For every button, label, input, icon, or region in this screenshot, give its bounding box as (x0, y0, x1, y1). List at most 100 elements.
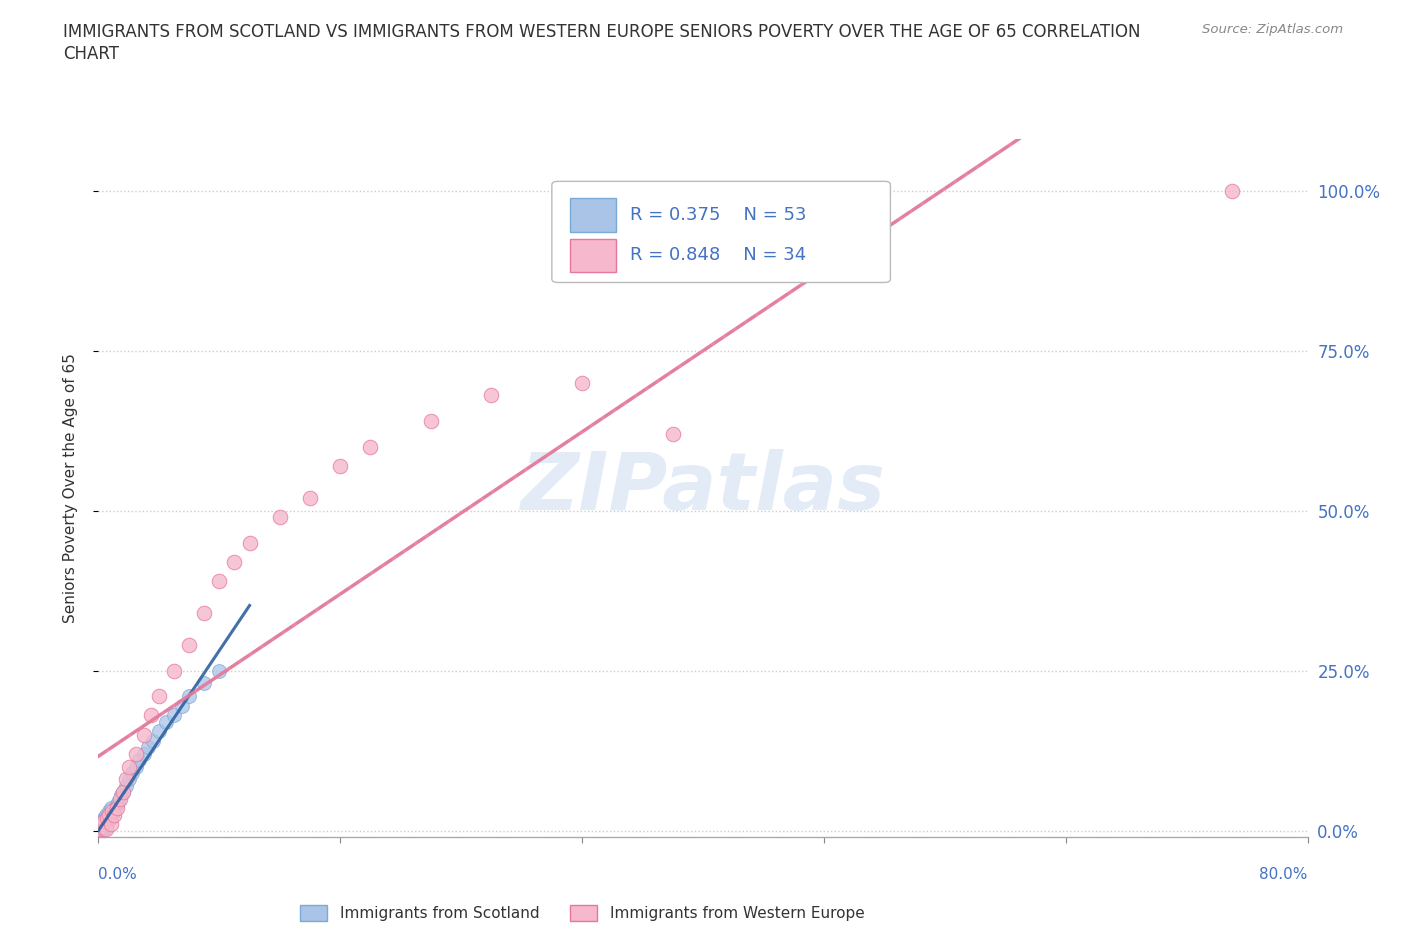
Point (93, 810, 115, 825)
Point (93, 817, 115, 831)
Point (128, 752, 150, 767)
Point (148, 724, 170, 738)
Point (329, 458, 352, 473)
Point (107, 794, 129, 809)
Point (163, 708, 186, 723)
Point (89, 820, 111, 835)
Point (94, 807, 117, 822)
Point (110, 788, 132, 803)
Point (360, 439, 382, 454)
Point (91, 821, 114, 836)
FancyBboxPatch shape (569, 238, 616, 272)
Point (93, 814, 115, 829)
Point (1220, 183, 1243, 198)
FancyBboxPatch shape (569, 198, 616, 232)
Point (193, 676, 215, 691)
Point (89, 822, 111, 837)
Point (94, 814, 117, 829)
Point (108, 791, 131, 806)
Point (89, 822, 111, 837)
Point (90, 823, 112, 838)
Point (101, 804, 124, 818)
Point (170, 698, 193, 713)
Point (89, 821, 111, 836)
Point (114, 778, 136, 793)
Point (90, 820, 112, 835)
Point (93, 821, 115, 836)
Point (132, 727, 155, 742)
Point (141, 708, 163, 723)
Point (104, 801, 127, 816)
Point (89, 817, 111, 831)
Point (89, 823, 111, 838)
Point (94, 821, 117, 836)
Point (114, 772, 136, 787)
Point (142, 734, 165, 749)
Point (269, 510, 291, 525)
Point (96, 810, 118, 825)
Legend: Immigrants from Scotland, Immigrants from Western Europe: Immigrants from Scotland, Immigrants fro… (294, 898, 870, 927)
Text: Source: ZipAtlas.com: Source: ZipAtlas.com (1202, 23, 1343, 36)
Point (98, 812, 121, 827)
Y-axis label: Seniors Poverty Over the Age of 65: Seniors Poverty Over the Age of 65 (63, 353, 77, 623)
Point (100, 817, 122, 831)
Point (91, 819, 114, 834)
Point (100, 801, 122, 816)
Point (148, 689, 170, 704)
Point (125, 759, 148, 774)
Text: R = 0.375    N = 53: R = 0.375 N = 53 (630, 206, 807, 224)
Point (91, 814, 114, 829)
Point (239, 535, 262, 550)
Point (89, 821, 111, 836)
Point (571, 375, 593, 390)
Point (98, 804, 121, 818)
Point (90, 816, 112, 830)
Point (105, 798, 128, 813)
Point (98, 807, 121, 822)
Point (105, 801, 128, 816)
Point (155, 714, 177, 729)
Point (118, 772, 141, 787)
Point (179, 689, 201, 704)
Point (91, 822, 114, 837)
Point (208, 574, 231, 589)
Point (420, 414, 443, 429)
Point (90, 822, 112, 837)
Text: R = 0.848    N = 34: R = 0.848 N = 34 (630, 246, 807, 264)
Point (100, 810, 122, 825)
Point (481, 388, 503, 403)
Point (163, 663, 186, 678)
Point (299, 490, 322, 505)
Point (662, 427, 685, 442)
FancyBboxPatch shape (553, 181, 890, 283)
Point (103, 807, 125, 822)
Text: CHART: CHART (63, 45, 120, 62)
Text: 0.0%: 0.0% (98, 867, 138, 882)
Text: IMMIGRANTS FROM SCOTLAND VS IMMIGRANTS FROM WESTERN EUROPE SENIORS POVERTY OVER : IMMIGRANTS FROM SCOTLAND VS IMMIGRANTS F… (63, 23, 1140, 41)
Point (132, 747, 155, 762)
Point (90, 818, 112, 833)
Point (96, 817, 118, 831)
Point (118, 759, 141, 774)
Point (136, 740, 159, 755)
Point (90, 822, 112, 837)
Text: 80.0%: 80.0% (1260, 867, 1308, 882)
Point (91, 817, 114, 831)
Point (121, 765, 143, 780)
Point (101, 807, 124, 822)
Point (89, 820, 111, 835)
Point (103, 804, 125, 818)
Point (193, 605, 215, 620)
Point (89, 823, 111, 838)
Point (179, 638, 201, 653)
Point (96, 810, 118, 825)
Point (111, 785, 134, 800)
Point (89, 822, 111, 837)
Point (94, 820, 117, 835)
Text: ZIPatlas: ZIPatlas (520, 449, 886, 527)
Point (224, 554, 246, 569)
Point (125, 747, 148, 762)
Point (111, 785, 134, 800)
Point (90, 820, 112, 835)
Point (208, 663, 231, 678)
